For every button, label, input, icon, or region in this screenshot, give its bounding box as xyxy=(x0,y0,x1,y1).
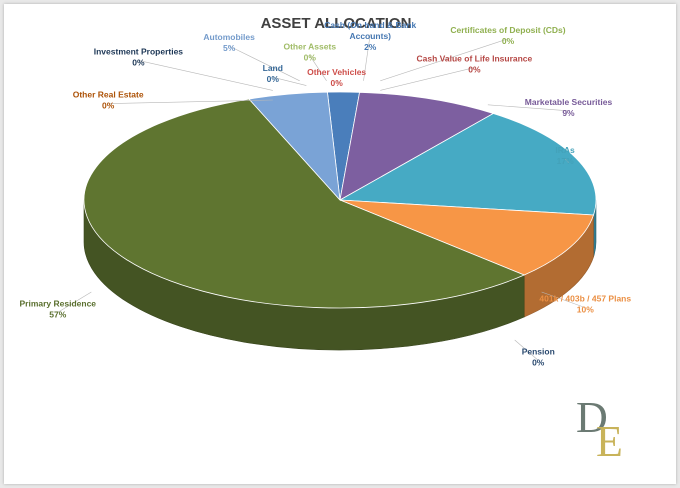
leader-line-other-assets xyxy=(309,55,327,81)
slice-name: Land xyxy=(263,63,283,73)
logo-letter-d: D xyxy=(576,393,608,442)
slice-value: 9% xyxy=(562,108,575,118)
leader-lines xyxy=(57,33,586,361)
leader-line-certificates-of-deposit-cds xyxy=(380,38,509,82)
slice-label-primary-residence: Primary Residence 57% xyxy=(19,298,96,319)
slice-name: Certificates of Deposit (CDs) xyxy=(450,25,565,35)
slice-label-certificates-of-deposit-cds: Certificates of Deposit (CDs) 0% xyxy=(450,25,565,46)
slice-name: Marketable Securities xyxy=(525,97,613,107)
leader-line-other-real-estate xyxy=(108,99,273,104)
leader-line-marketable-securities xyxy=(487,104,569,112)
asset-allocation-pie-chart: ASSET ALLOCATION Cash (On hand & Bank Acc… xyxy=(19,15,631,466)
slice-name: Other Vehicles xyxy=(307,67,366,77)
slice-value: 0% xyxy=(267,74,280,84)
de-logo: D E xyxy=(576,393,623,466)
slice-value: 0% xyxy=(304,53,317,63)
leader-line-pension xyxy=(514,339,539,361)
slice-value: 10% xyxy=(577,305,594,315)
leader-line-primary-residence xyxy=(57,291,92,313)
pie-slice-marketable-securities xyxy=(339,91,495,201)
slice-name: IRAs xyxy=(555,145,575,155)
slice-name: Other Assets xyxy=(283,42,336,52)
logo-letter-e: E xyxy=(596,417,623,466)
slice-name: Investment Properties xyxy=(94,46,184,56)
slice-label-other-real-estate: Other Real Estate 0% xyxy=(73,90,144,111)
slice-labels: Cash (On hand & Bank Accounts) 2% Certifica… xyxy=(19,20,631,367)
slice-name: Accounts) xyxy=(349,31,391,41)
leader-line-cash-value-of-life-insurance xyxy=(380,67,475,91)
leader-line-land xyxy=(272,76,307,86)
slice-value: 0% xyxy=(102,101,115,111)
slice-name: 401k / 403b / 457 Plans xyxy=(539,294,631,304)
slice-name: Automobiles xyxy=(203,32,255,42)
slice-name: Cash (On hand & Bank xyxy=(324,20,416,30)
slice-label-marketable-securities: Marketable Securities 9% xyxy=(525,97,613,118)
slice-label-automobiles: Automobiles 5% xyxy=(203,32,255,53)
pie-slice-primary-residence xyxy=(83,98,526,309)
slice-label-other-vehicles: Other Vehicles 0% xyxy=(307,67,366,88)
slice-name: Cash Value of Life Insurance xyxy=(417,54,533,64)
slice-value: 0% xyxy=(132,57,145,67)
slice-name: Primary Residence xyxy=(19,298,96,308)
slice-label-iras: IRAs 17% xyxy=(555,145,575,166)
slice-value: 17% xyxy=(557,156,574,166)
leader-line-other-vehicles xyxy=(336,80,341,84)
slice-label-investment-properties: Investment Properties 0% xyxy=(94,46,184,67)
chart-frame: ASSET ALLOCATION Cash (On hand & Bank Acc… xyxy=(4,4,676,484)
slice-value: 5% xyxy=(223,43,236,53)
slice-label-other-assets: Other Assets 0% xyxy=(283,42,336,63)
pie-slice-automobiles xyxy=(248,91,341,202)
slice-label-land: Land 0% xyxy=(263,63,283,84)
chart-title: ASSET ALLOCATION xyxy=(261,15,412,32)
slice-name: Other Real Estate xyxy=(73,90,144,100)
slice-value: 0% xyxy=(532,357,545,367)
pie-slice-iras xyxy=(338,113,597,216)
slice-value: 0% xyxy=(502,36,515,46)
slice-value: 0% xyxy=(468,65,481,75)
slice-value: 0% xyxy=(330,78,343,88)
slice-label-cash-value-of-life-insurance: Cash Value of Life Insurance 0% xyxy=(417,54,533,75)
slice-label-cash-on-hand-bank-accounts: Cash (On hand & Bank Accounts) 2% xyxy=(324,20,416,52)
leader-line-investment-properties xyxy=(138,60,273,91)
slice-name: Pension xyxy=(522,346,555,356)
pie-slice-401k-403b-457-plans xyxy=(339,199,595,276)
slice-value: 2% xyxy=(364,42,377,52)
pie-top xyxy=(83,91,597,309)
slice-label-pension: Pension 0% xyxy=(522,346,555,367)
leader-line-401k-403b-457-plans xyxy=(541,291,586,308)
slice-label-401k-403b-457-plans: 401k / 403b / 457 Plans 10% xyxy=(539,294,631,315)
leader-line-automobiles xyxy=(228,45,300,82)
leader-line-iras xyxy=(564,158,569,163)
slice-value: 57% xyxy=(49,309,66,319)
leader-line-cash-on-hand-bank-accounts xyxy=(363,33,371,81)
